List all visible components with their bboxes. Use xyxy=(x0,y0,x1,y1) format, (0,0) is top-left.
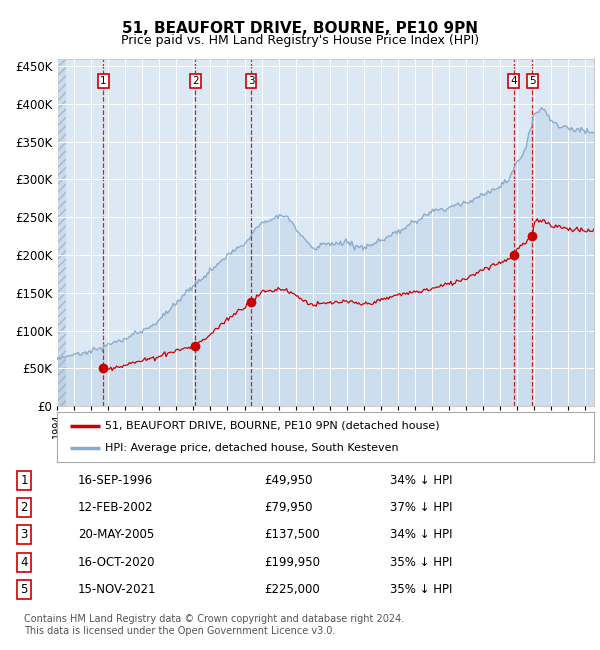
Text: 35% ↓ HPI: 35% ↓ HPI xyxy=(390,556,452,569)
Text: 16-SEP-1996: 16-SEP-1996 xyxy=(78,474,153,487)
Text: 1: 1 xyxy=(100,76,107,86)
Text: £137,500: £137,500 xyxy=(264,528,320,541)
Text: £225,000: £225,000 xyxy=(264,583,320,596)
Text: 51, BEAUFORT DRIVE, BOURNE, PE10 9PN: 51, BEAUFORT DRIVE, BOURNE, PE10 9PN xyxy=(122,21,478,36)
Text: 2: 2 xyxy=(20,501,28,514)
Text: 5: 5 xyxy=(529,76,535,86)
Text: 16-OCT-2020: 16-OCT-2020 xyxy=(78,556,155,569)
Text: 12-FEB-2002: 12-FEB-2002 xyxy=(78,501,154,514)
Text: 34% ↓ HPI: 34% ↓ HPI xyxy=(390,528,452,541)
Text: 35% ↓ HPI: 35% ↓ HPI xyxy=(390,583,452,596)
Text: 37% ↓ HPI: 37% ↓ HPI xyxy=(390,501,452,514)
Text: 51, BEAUFORT DRIVE, BOURNE, PE10 9PN (detached house): 51, BEAUFORT DRIVE, BOURNE, PE10 9PN (de… xyxy=(106,421,440,431)
Text: 3: 3 xyxy=(248,76,254,86)
Text: 34% ↓ HPI: 34% ↓ HPI xyxy=(390,474,452,487)
Text: Contains HM Land Registry data © Crown copyright and database right 2024.
This d: Contains HM Land Registry data © Crown c… xyxy=(24,614,404,636)
Text: 5: 5 xyxy=(20,583,28,596)
Text: HPI: Average price, detached house, South Kesteven: HPI: Average price, detached house, Sout… xyxy=(106,443,399,452)
Text: Price paid vs. HM Land Registry's House Price Index (HPI): Price paid vs. HM Land Registry's House … xyxy=(121,34,479,47)
Text: 20-MAY-2005: 20-MAY-2005 xyxy=(78,528,154,541)
Text: 4: 4 xyxy=(511,76,517,86)
Text: £199,950: £199,950 xyxy=(264,556,320,569)
Text: £79,950: £79,950 xyxy=(264,501,313,514)
Text: £49,950: £49,950 xyxy=(264,474,313,487)
Text: 4: 4 xyxy=(20,556,28,569)
Text: 2: 2 xyxy=(192,76,199,86)
Text: 3: 3 xyxy=(20,528,28,541)
Text: 1: 1 xyxy=(20,474,28,487)
Text: 15-NOV-2021: 15-NOV-2021 xyxy=(78,583,157,596)
